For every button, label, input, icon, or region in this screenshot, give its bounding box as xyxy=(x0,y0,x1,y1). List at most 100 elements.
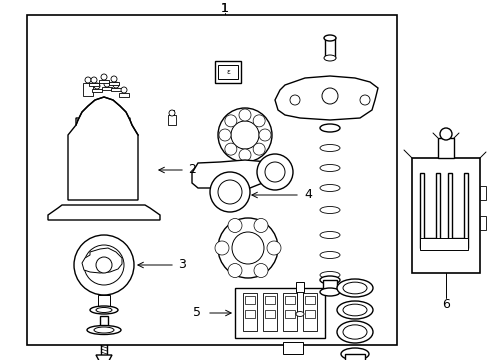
Circle shape xyxy=(224,115,236,127)
Circle shape xyxy=(257,154,292,190)
Polygon shape xyxy=(48,205,160,220)
Circle shape xyxy=(96,257,112,273)
Circle shape xyxy=(239,149,250,161)
Polygon shape xyxy=(76,97,138,135)
Text: 3: 3 xyxy=(178,258,185,271)
Polygon shape xyxy=(447,173,467,248)
Polygon shape xyxy=(96,355,112,360)
Bar xyxy=(102,87,112,90)
Bar xyxy=(296,292,303,314)
Bar xyxy=(119,93,129,97)
Circle shape xyxy=(224,143,236,155)
Ellipse shape xyxy=(319,144,339,152)
Bar xyxy=(263,293,276,331)
Circle shape xyxy=(239,109,250,121)
Ellipse shape xyxy=(319,124,339,132)
Bar xyxy=(92,89,102,92)
Bar xyxy=(235,288,325,338)
Circle shape xyxy=(121,87,127,93)
Polygon shape xyxy=(192,160,271,190)
Bar xyxy=(325,38,334,58)
Ellipse shape xyxy=(90,306,118,314)
Bar xyxy=(218,65,238,79)
Circle shape xyxy=(439,128,451,140)
Bar xyxy=(305,310,314,318)
Circle shape xyxy=(85,77,91,83)
Bar xyxy=(295,282,304,292)
Circle shape xyxy=(169,110,175,116)
Bar xyxy=(170,110,174,115)
Ellipse shape xyxy=(324,55,335,61)
Bar xyxy=(168,115,176,125)
Circle shape xyxy=(104,81,110,87)
Bar xyxy=(264,310,274,318)
Circle shape xyxy=(84,245,124,285)
Circle shape xyxy=(253,143,264,155)
Circle shape xyxy=(227,264,242,278)
Bar xyxy=(264,296,274,304)
Ellipse shape xyxy=(336,321,372,343)
Text: 5: 5 xyxy=(193,306,201,320)
Bar xyxy=(244,310,254,318)
Ellipse shape xyxy=(342,282,366,294)
Text: 1: 1 xyxy=(221,1,228,14)
Circle shape xyxy=(253,115,264,127)
Text: 1: 1 xyxy=(221,1,228,14)
Polygon shape xyxy=(82,248,122,273)
Circle shape xyxy=(321,88,337,104)
Bar xyxy=(100,316,108,330)
Bar xyxy=(305,296,314,304)
Circle shape xyxy=(218,218,278,278)
Ellipse shape xyxy=(342,325,366,339)
Bar xyxy=(244,296,254,304)
Bar xyxy=(215,61,241,83)
Circle shape xyxy=(218,180,242,204)
Ellipse shape xyxy=(319,231,339,238)
Ellipse shape xyxy=(87,325,121,334)
Bar xyxy=(411,158,479,273)
Circle shape xyxy=(253,219,267,233)
Text: ε: ε xyxy=(225,69,229,75)
Bar xyxy=(243,293,257,331)
Bar xyxy=(89,83,99,86)
Circle shape xyxy=(91,77,97,83)
Bar xyxy=(98,295,110,307)
Bar xyxy=(285,296,294,304)
Ellipse shape xyxy=(340,348,368,360)
Circle shape xyxy=(253,264,267,278)
Polygon shape xyxy=(419,173,439,248)
Circle shape xyxy=(113,82,119,88)
Circle shape xyxy=(215,241,228,255)
Circle shape xyxy=(259,129,270,141)
Circle shape xyxy=(266,241,281,255)
Bar xyxy=(479,216,485,230)
Ellipse shape xyxy=(319,288,339,296)
Bar xyxy=(303,293,316,331)
Bar xyxy=(83,83,93,96)
Circle shape xyxy=(74,235,134,295)
Ellipse shape xyxy=(319,207,339,213)
Text: 6: 6 xyxy=(441,298,449,311)
Ellipse shape xyxy=(342,304,366,316)
Text: 4: 4 xyxy=(304,189,311,202)
Bar xyxy=(27,15,396,345)
Ellipse shape xyxy=(319,276,339,284)
Circle shape xyxy=(289,95,299,105)
Bar xyxy=(285,310,294,318)
Circle shape xyxy=(209,172,249,212)
Ellipse shape xyxy=(319,271,339,279)
Polygon shape xyxy=(274,76,377,120)
Circle shape xyxy=(230,121,259,149)
Bar xyxy=(437,138,453,158)
Circle shape xyxy=(218,108,271,162)
Bar xyxy=(283,342,303,354)
Circle shape xyxy=(359,95,369,105)
Bar xyxy=(283,293,296,331)
Ellipse shape xyxy=(324,35,335,41)
Circle shape xyxy=(94,83,100,89)
Ellipse shape xyxy=(336,301,372,319)
Circle shape xyxy=(227,219,242,233)
Bar xyxy=(109,82,119,85)
Bar xyxy=(479,186,485,200)
Ellipse shape xyxy=(336,279,372,297)
